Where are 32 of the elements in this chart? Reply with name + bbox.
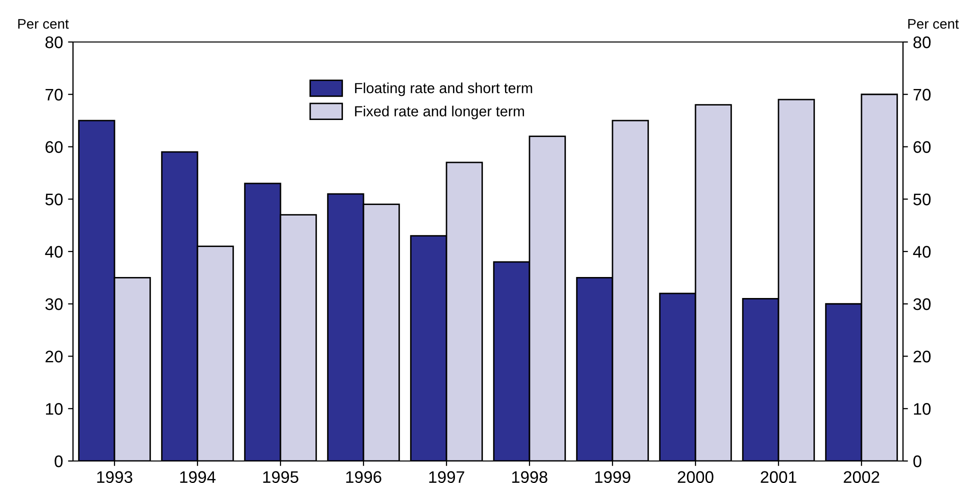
x-tick-label: 1994: [180, 471, 216, 483]
legend-label: Fixed rate and longer term: [355, 106, 524, 120]
x-tick-label: 2001: [760, 471, 796, 483]
y-axis-title: Per cent: [18, 19, 69, 29]
y2-tick-label: 50: [913, 194, 931, 206]
x-tick-label: 1998: [512, 471, 548, 483]
y2-tick-label: 60: [914, 141, 931, 153]
y-tick-label: 20: [46, 350, 63, 362]
y-tick-label: 50: [45, 194, 63, 206]
y-tick-label: 80: [45, 36, 63, 48]
x-tick-label: 2002: [844, 471, 880, 483]
x-tick-label: 1993: [97, 471, 132, 483]
x-tick-label: 1997: [429, 471, 464, 483]
y2-tick-label: 70: [914, 88, 931, 101]
y2-axis-title: Per cent: [908, 19, 959, 29]
y2-tick-label: 30: [913, 298, 931, 310]
y2-tick-label: 10: [914, 403, 931, 415]
y-tick-label: 0: [54, 455, 63, 468]
y2-tick-label: 80: [913, 36, 931, 48]
x-tick-label: 2000: [678, 471, 714, 483]
x-tick-label: 1999: [595, 471, 630, 483]
y2-tick-label: 20: [914, 350, 931, 362]
y-tick-label: 70: [46, 88, 63, 101]
y-tick-label: 30: [45, 298, 63, 310]
legend-label: Floating rate and short term: [355, 82, 532, 96]
y-tick-label: 60: [46, 141, 63, 153]
y2-tick-label: 0: [913, 455, 922, 468]
y2-tick-label: 40: [913, 246, 931, 258]
x-tick-label: 1995: [263, 471, 298, 483]
y-tick-label: 40: [45, 246, 63, 258]
x-tick-label: 1996: [346, 471, 382, 483]
y-tick-label: 10: [46, 403, 63, 415]
